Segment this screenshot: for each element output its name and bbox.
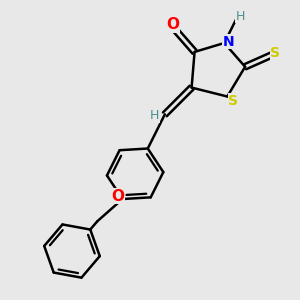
Text: O: O	[112, 189, 124, 204]
Text: S: S	[270, 46, 280, 60]
Text: N: N	[223, 34, 235, 49]
Text: H: H	[150, 109, 159, 122]
Text: O: O	[166, 17, 179, 32]
Text: S: S	[228, 94, 238, 108]
Text: H: H	[236, 10, 245, 23]
